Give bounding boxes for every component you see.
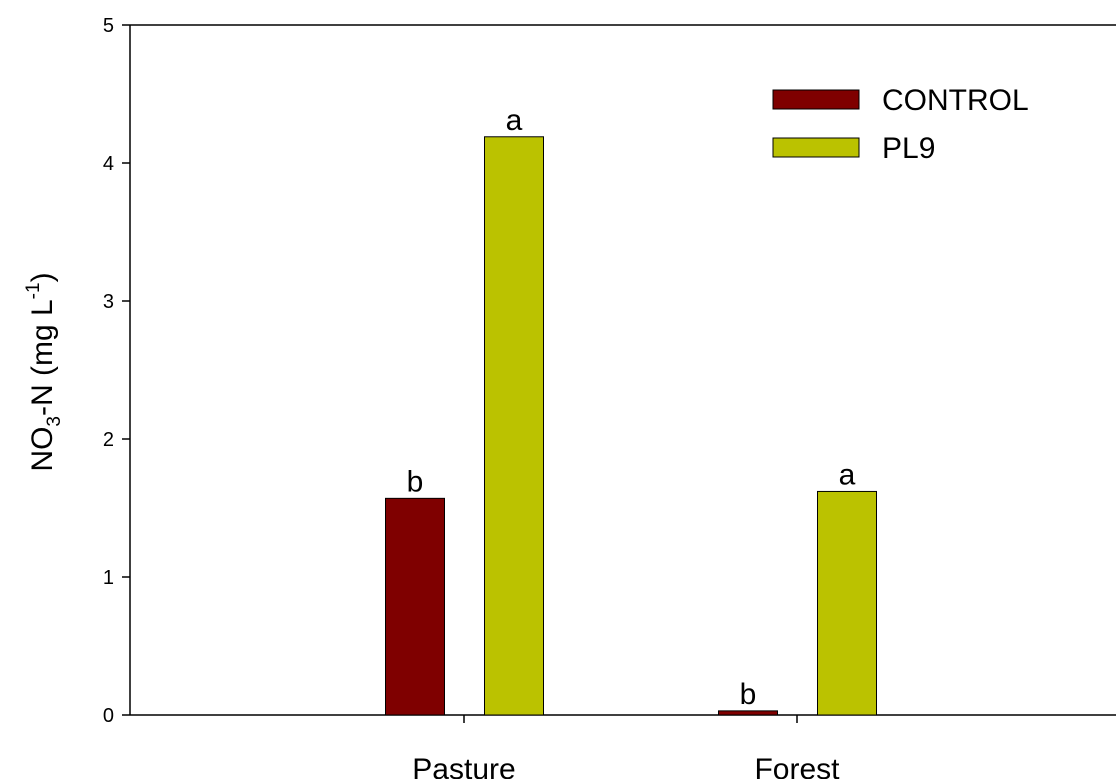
bars	[386, 137, 877, 715]
bar-pl9-pasture	[485, 137, 544, 715]
bar-letter-label: b	[407, 465, 424, 498]
y-label-mid: -N (mg L	[26, 299, 59, 416]
bar-letter-label: a	[506, 104, 523, 137]
y-tick-label: 0	[103, 705, 114, 727]
legend-label: CONTROL	[882, 84, 1029, 117]
y-ticks: 0 1 2 3 4 5	[103, 15, 130, 727]
legend: CONTROL PL9	[773, 84, 1029, 165]
y-label-end: )	[26, 272, 59, 282]
y-axis-label: NO3-N (mg L-1)	[23, 272, 65, 471]
y-label-subscript: 3	[44, 416, 65, 427]
bar-pl9-forest	[818, 491, 877, 715]
bar-control-pasture	[386, 498, 445, 715]
y-tick-label: 3	[103, 291, 114, 313]
y-tick-label: 5	[103, 15, 114, 37]
bar-control-forest	[719, 711, 778, 715]
y-label-superscript: -1	[23, 282, 44, 299]
y-tick-label: 2	[103, 429, 114, 451]
bar-letter-label: a	[839, 458, 856, 491]
legend-swatch	[773, 90, 859, 109]
y-tick-label: 4	[103, 153, 114, 175]
y-tick-label: 1	[103, 567, 114, 589]
bar-letter-labels: b b a a	[407, 104, 856, 711]
axes	[130, 25, 1116, 715]
y-label-main: NO	[26, 427, 59, 472]
legend-label: PL9	[882, 132, 935, 165]
legend-swatch	[773, 138, 859, 157]
x-tick-label: Pasture	[412, 753, 515, 779]
bar-letter-label: b	[740, 678, 757, 711]
x-tick-label: Forest	[754, 753, 840, 779]
x-ticks: Pasture Forest	[412, 715, 840, 779]
